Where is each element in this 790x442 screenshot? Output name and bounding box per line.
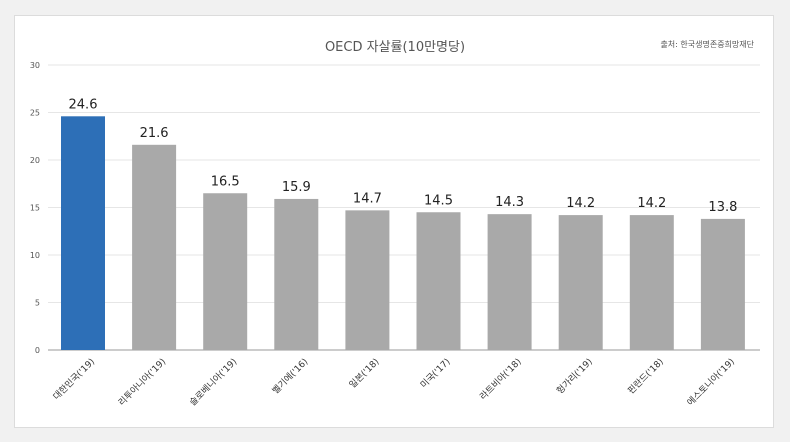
data-label: 16.5	[211, 174, 240, 189]
x-tick-label: 핀란드('18)	[625, 356, 666, 397]
data-label: 14.7	[353, 191, 382, 206]
data-label: 13.8	[708, 200, 737, 215]
x-tick-label: 슬로베니아('19)	[187, 356, 239, 408]
bar[interactable]	[558, 215, 603, 350]
data-label: 14.3	[495, 195, 524, 210]
chart-source: 출처: 한국생명존중희망재단	[660, 40, 754, 49]
x-tick-label: 대한민국('19)	[51, 356, 97, 402]
x-tick-label: 에스토니아('19)	[685, 356, 737, 408]
y-tick-label: 25	[30, 109, 40, 118]
data-label: 14.2	[637, 196, 666, 211]
bar[interactable]	[274, 198, 319, 350]
bar[interactable]	[700, 218, 745, 350]
x-tick-label: 벨기에('16)	[270, 356, 310, 396]
data-label: 14.2	[566, 196, 595, 211]
data-label: 14.5	[424, 193, 453, 208]
bar[interactable]	[61, 116, 105, 350]
y-tick-label: 10	[30, 251, 40, 260]
x-tick-label: 헝가리('19)	[555, 356, 595, 396]
x-tick-label: 일본('18)	[347, 356, 381, 390]
x-tick-label: 리투아니아('19)	[116, 356, 168, 408]
bar[interactable]	[416, 212, 461, 350]
bar[interactable]	[132, 144, 177, 350]
x-tick-label: 미국('17)	[418, 356, 452, 390]
y-tick-label: 15	[30, 204, 40, 213]
data-label: 24.6	[69, 97, 98, 112]
y-tick-label: 0	[35, 346, 40, 355]
bar[interactable]	[487, 214, 532, 350]
chart-title: OECD 자살률(10만명당)	[324, 40, 466, 55]
x-tick-label: 라트비아('18)	[478, 356, 524, 402]
y-tick-label: 5	[35, 299, 40, 308]
data-label: 21.6	[140, 126, 169, 141]
bar[interactable]	[345, 210, 390, 350]
y-tick-label: 30	[30, 61, 40, 70]
y-tick-label: 20	[30, 156, 40, 165]
bar[interactable]	[203, 193, 248, 350]
bar[interactable]	[629, 215, 674, 350]
data-label: 15.9	[282, 180, 311, 195]
